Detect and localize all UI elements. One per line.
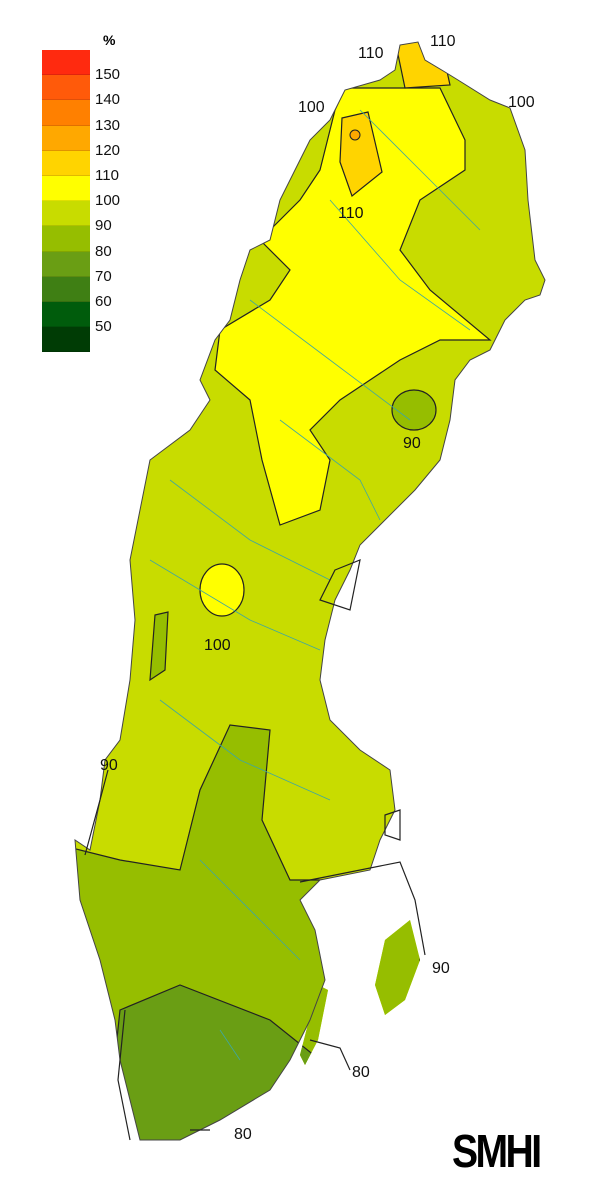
isoline-label: 110	[358, 45, 384, 62]
zone-100-110-central	[199, 563, 245, 617]
legend-label: 120	[95, 141, 121, 159]
legend-label: 100	[95, 192, 121, 210]
legend-swatch	[42, 201, 90, 227]
legend-label: 150	[95, 66, 121, 84]
legend-label: 80	[95, 242, 112, 260]
legend-swatch	[42, 327, 90, 353]
legend-swatch	[42, 125, 90, 151]
legend-label: 140	[95, 91, 121, 109]
zone-80-90-west	[149, 611, 169, 682]
isoline-label: 110	[430, 33, 456, 50]
legend-label: 130	[95, 116, 121, 134]
zone-100-110	[214, 87, 492, 526]
isoline-label: 90	[432, 960, 450, 977]
legend-unit: %	[103, 32, 116, 48]
legend-label: 60	[95, 293, 112, 310]
legend-swatch	[42, 75, 90, 101]
legend-label: 90	[95, 217, 112, 235]
isoline-label: 80	[234, 1126, 252, 1143]
isoline-label: 90	[100, 757, 118, 774]
river-network	[149, 109, 481, 1061]
isoline-label: 80	[352, 1064, 370, 1081]
isoline-label: 100	[298, 99, 325, 116]
legend-swatch	[42, 150, 90, 176]
legend-label: 50	[95, 318, 112, 336]
legend-swatch	[42, 301, 90, 328]
isoline-label: 100	[204, 637, 231, 654]
legend-colorbar	[42, 50, 90, 353]
legend-label: 70	[95, 267, 112, 285]
zone-80-90-east	[391, 389, 437, 431]
legend-label: 110	[95, 167, 119, 184]
legend-swatch	[42, 100, 90, 126]
isoline-label: 90	[403, 435, 421, 452]
isoline-labels: 110 110 100 100 110 90 100 90 90 80 80	[100, 33, 535, 1143]
isoline-label: 100	[508, 94, 535, 111]
legend-swatch	[42, 276, 90, 302]
isoline-label: 110	[338, 205, 364, 222]
zone-above-120	[349, 129, 361, 141]
isoline-external	[84, 559, 426, 1141]
legend-swatch	[42, 226, 90, 252]
legend-swatch	[42, 175, 90, 202]
legend-swatch	[42, 251, 90, 277]
legend-swatch	[42, 50, 90, 76]
smhi-logo: SMHI	[452, 1125, 542, 1177]
